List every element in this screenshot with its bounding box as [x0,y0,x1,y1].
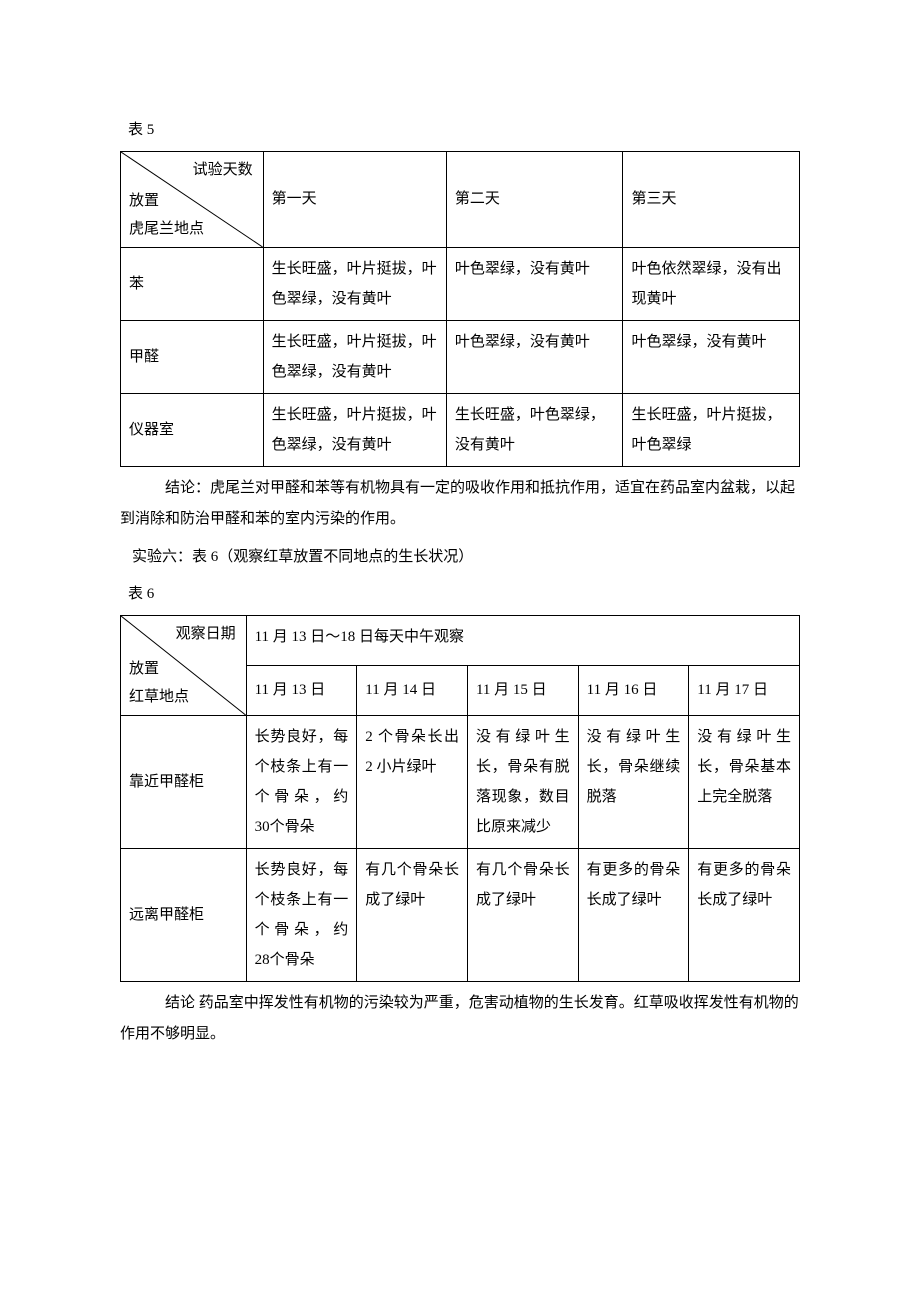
table5-cell: 叶色翠绿，没有黄叶 [446,320,623,393]
table5-cell: 叶色翠绿，没有黄叶 [446,247,623,320]
diag-top-label: 观察日期 [176,619,236,649]
table6-cell: 没有绿叶生长，骨朵继续脱落 [578,715,689,848]
table6-header: 11 月 16 日 [578,665,689,715]
diag-top-label: 试验天数 [193,155,253,185]
table-row: 甲醛 生长旺盛，叶片挺拔，叶色翠绿，没有黄叶 叶色翠绿，没有黄叶 叶色翠绿，没有… [121,320,800,393]
conclusion6: 结论 药品室中挥发性有机物的污染较为严重，危害动植物的生长发育。红草吸收挥发性有… [120,988,800,1051]
table5-header: 第二天 [446,151,623,247]
table-row: 试验天数 放置虎尾兰地点 第一天 第二天 第三天 [121,151,800,247]
table5-cell: 叶色翠绿，没有黄叶 [623,320,800,393]
table5: 试验天数 放置虎尾兰地点 第一天 第二天 第三天 苯 生长旺盛，叶片挺拔，叶色翠… [120,151,800,467]
table6-caption: 表 6 [128,579,800,611]
table6-cell: 有更多的骨朵长成了绿叶 [689,848,800,981]
table-row: 仪器室 生长旺盛，叶片挺拔，叶色翠绿，没有黄叶 生长旺盛，叶色翠绿，没有黄叶 生… [121,393,800,466]
table6-header: 11 月 17 日 [689,665,800,715]
table-row: 苯 生长旺盛，叶片挺拔，叶色翠绿，没有黄叶 叶色翠绿，没有黄叶 叶色依然翠绿，没… [121,247,800,320]
table6-cell: 长势良好，每个枝条上有一个骨朵，约 30个骨朵 [246,715,357,848]
table-row: 远离甲醛柜 长势良好，每个枝条上有一个骨朵，约 28个骨朵 有几个骨朵长成了绿叶… [121,848,800,981]
table6-cell: 有更多的骨朵长成了绿叶 [578,848,689,981]
conclusion5: 结论：虎尾兰对甲醛和苯等有机物具有一定的吸收作用和抵抗作用，适宜在药品室内盆栽，… [120,473,800,536]
table6-row-label: 靠近甲醛柜 [121,715,247,848]
table5-row-label: 苯 [121,247,264,320]
table6-header: 11 月 13 日 [246,665,357,715]
table6-cell: 没有绿叶生长，骨朵有脱落现象，数目比原来减少 [467,715,578,848]
experiment6-title: 实验六：表 6（观察红草放置不同地点的生长状况） [132,542,800,574]
table5-caption: 表 5 [128,115,800,147]
table5-cell: 生长旺盛，叶片挺拔，叶色翠绿，没有黄叶 [263,320,446,393]
table5-cell: 叶色依然翠绿，没有出现黄叶 [623,247,800,320]
diag-bottom-label: 放置红草地点 [129,655,189,712]
table5-cell: 生长旺盛，叶片挺拔，叶色翠绿 [623,393,800,466]
table5-cell: 生长旺盛，叶色翠绿，没有黄叶 [446,393,623,466]
table5-cell: 生长旺盛，叶片挺拔，叶色翠绿，没有黄叶 [263,247,446,320]
table-row: 靠近甲醛柜 长势良好，每个枝条上有一个骨朵，约 30个骨朵 2 个骨朵长出 2 … [121,715,800,848]
table-row: 观察日期 放置红草地点 11 月 13 日～18 日每天中午观察 [121,615,800,665]
table6: 观察日期 放置红草地点 11 月 13 日～18 日每天中午观察 11 月 13… [120,615,800,982]
table5-cell: 生长旺盛，叶片挺拔，叶色翠绿，没有黄叶 [263,393,446,466]
table6-cell: 有几个骨朵长成了绿叶 [357,848,468,981]
table5-row-label: 仪器室 [121,393,264,466]
table5-header: 第三天 [623,151,800,247]
table6-diag-header: 观察日期 放置红草地点 [121,615,247,715]
table5-row-label: 甲醛 [121,320,264,393]
diag-bottom-label: 放置虎尾兰地点 [129,187,204,244]
table6-cell: 有几个骨朵长成了绿叶 [467,848,578,981]
table6-cell: 没有绿叶生长，骨朵基本上完全脱落 [689,715,800,848]
table5-diag-header: 试验天数 放置虎尾兰地点 [121,151,264,247]
table6-header-span: 11 月 13 日～18 日每天中午观察 [246,615,799,665]
table6-header: 11 月 15 日 [467,665,578,715]
table5-header: 第一天 [263,151,446,247]
table6-cell: 2 个骨朵长出 2 小片绿叶 [357,715,468,848]
table6-header: 11 月 14 日 [357,665,468,715]
table6-cell: 长势良好，每个枝条上有一个骨朵，约 28个骨朵 [246,848,357,981]
table6-row-label: 远离甲醛柜 [121,848,247,981]
